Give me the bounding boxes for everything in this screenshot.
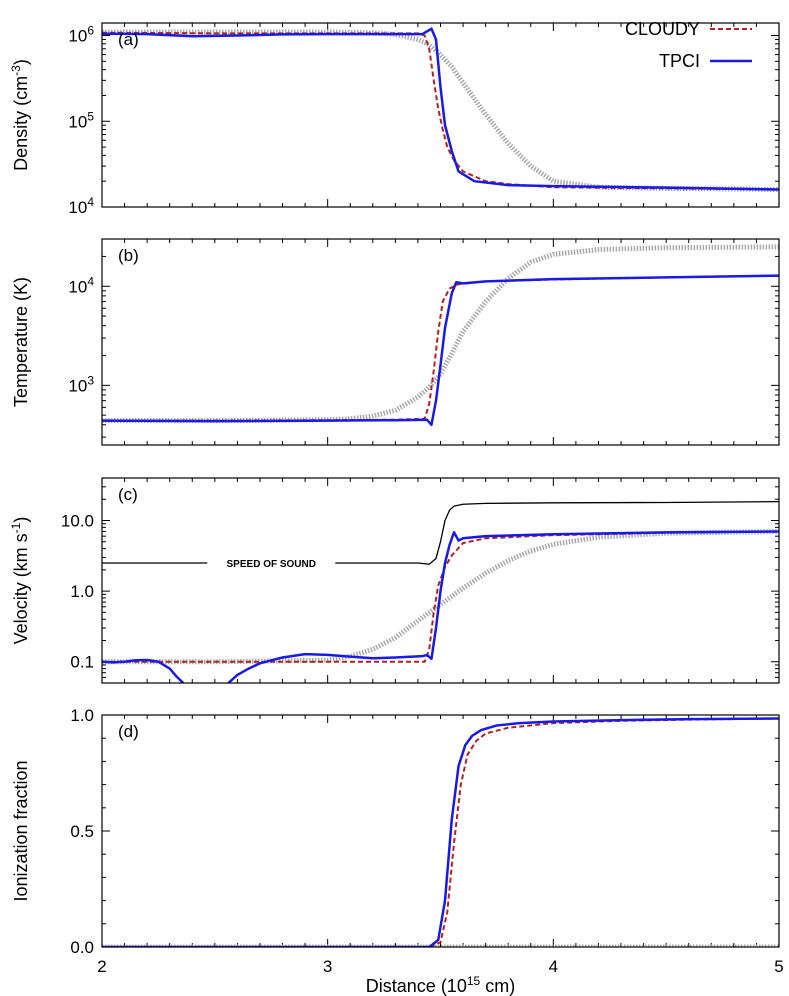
series-group (102, 244, 779, 427)
series-gray-line (102, 29, 779, 192)
x-tick-label: 2 (97, 957, 106, 976)
x-tick-label: 3 (323, 957, 332, 976)
series-tpci-line (102, 27, 779, 191)
y-tick-label: 103 (68, 373, 94, 395)
annotation-bg (207, 556, 336, 570)
panel-d: 0.0 0.5 1.0 (d) Ionization fraction 2 3 4 5 Dista… (11, 706, 784, 996)
legend: CLOUDY TPCI (625, 19, 752, 71)
series-tpci-line (102, 274, 779, 427)
plot-frame (101, 22, 780, 208)
x-axis-label: Distance (1015 cm) (366, 974, 515, 996)
y-axis-label: Ionization fraction (11, 760, 31, 901)
y-tick-label: 1.0 (70, 582, 94, 601)
y-tick-label: 104 (68, 195, 94, 217)
panel-label: (a) (118, 30, 139, 49)
panel-label: (c) (118, 485, 138, 504)
series-tpci-line (102, 658, 185, 683)
series-group (102, 27, 779, 192)
series-gray-line (102, 244, 779, 424)
x-tick-label: 5 (774, 957, 783, 976)
plot-frame (101, 238, 780, 446)
y-tick-label: 10.0 (61, 512, 94, 531)
panel-b: 103 104 (b) Temperature (K) (11, 238, 780, 446)
series-group (102, 717, 779, 947)
series-group (102, 501, 779, 683)
panel-label: (d) (118, 722, 139, 741)
series-tpci-line (102, 717, 779, 947)
panel-a: 104 105 106 (a) Density (cm-3) CLOUDY TPCI (9, 19, 780, 217)
y-tick-label: 0.1 (70, 653, 94, 672)
series-tpci-line (227, 530, 779, 683)
y-tick-label: 0.5 (70, 822, 94, 841)
y-tick-label: 104 (68, 274, 94, 296)
plot-frame (101, 714, 780, 948)
series-cloudy-line (102, 274, 779, 422)
y-tick-label: 105 (68, 109, 94, 131)
y-axis-label: Velocity (km s-1) (9, 517, 31, 645)
y-tick-label: 1.0 (70, 706, 94, 725)
series-gray-line (102, 528, 779, 665)
x-tick-label: 4 (549, 957, 558, 976)
series-cloudy-line (102, 717, 779, 947)
plot-frame (101, 477, 780, 684)
panel-label: (b) (118, 246, 139, 265)
y-tick-label: 106 (68, 24, 94, 46)
panel-c: 0.1 1.0 10.0 (c) Velocity (km s-1) SPEED OF S… (9, 477, 780, 684)
y-tick-label: 0.0 (70, 938, 94, 957)
y-axis-label: Temperature (K) (11, 277, 31, 407)
series-cloudy-line (102, 530, 779, 663)
y-axis-label: Density (cm-3) (9, 59, 31, 171)
legend-label-tpci: TPCI (659, 51, 700, 71)
legend-label-cloudy: CLOUDY (625, 19, 700, 39)
speed-of-sound-annotation: SPEED OF SOUND (227, 559, 316, 570)
